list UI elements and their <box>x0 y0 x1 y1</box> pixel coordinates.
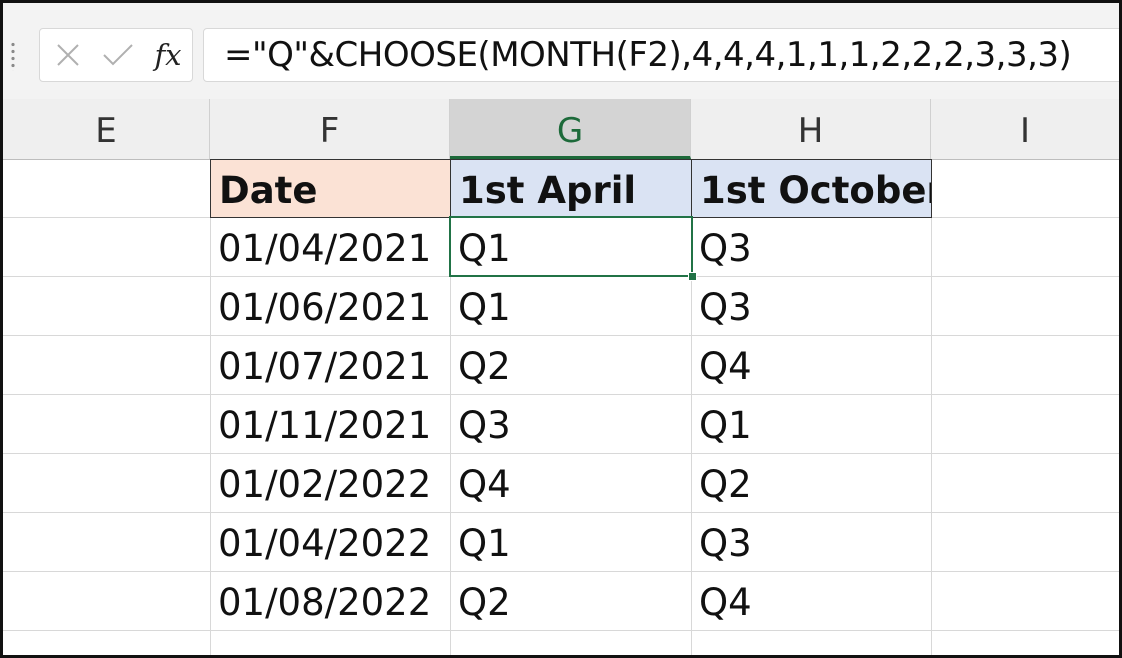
column-header-row: E F G H I <box>3 99 1119 160</box>
close-icon[interactable] <box>52 39 84 71</box>
grid-line <box>3 630 1119 631</box>
header-cell-1st-october[interactable]: 1st October <box>691 159 932 218</box>
april-quarter-cell[interactable]: Q3 <box>458 404 511 447</box>
checkmark-icon[interactable] <box>100 39 136 71</box>
fill-handle[interactable] <box>688 272 697 281</box>
column-header-i[interactable]: I <box>1019 111 1031 151</box>
grid-line <box>3 453 1119 454</box>
april-quarter-cell[interactable]: Q2 <box>458 581 511 624</box>
april-quarter-cell[interactable]: Q1 <box>458 286 511 329</box>
grid-line <box>3 335 1119 336</box>
formula-input[interactable]: ="Q"&CHOOSE(MONTH(F2),4,4,4,1,1,1,2,2,2,… <box>203 28 1119 82</box>
formula-text: ="Q"&CHOOSE(MONTH(F2),4,4,4,1,1,1,2,2,2,… <box>224 35 1072 75</box>
april-quarter-cell[interactable]: Q4 <box>458 463 511 506</box>
october-quarter-cell[interactable]: Q3 <box>699 286 752 329</box>
october-quarter-cell[interactable]: Q3 <box>699 522 752 565</box>
october-quarter-cell[interactable]: Q4 <box>699 345 752 388</box>
column-header-f[interactable]: F <box>210 99 450 159</box>
date-cell[interactable]: 01/11/2021 <box>218 404 432 447</box>
date-cell[interactable]: 01/08/2022 <box>218 581 432 624</box>
grid-line <box>3 394 1119 395</box>
date-cell[interactable]: 01/07/2021 <box>218 345 432 388</box>
column-header-g[interactable]: G <box>450 99 691 159</box>
october-quarter-cell[interactable]: Q2 <box>699 463 752 506</box>
october-quarter-cell[interactable]: Q1 <box>699 404 752 447</box>
date-cell[interactable]: 01/06/2021 <box>218 286 432 329</box>
header-cell-date[interactable]: Date <box>210 159 451 218</box>
column-header-e[interactable]: E <box>3 99 210 159</box>
drag-grip-icon[interactable] <box>11 41 15 71</box>
october-quarter-cell[interactable]: Q3 <box>699 227 752 270</box>
date-cell[interactable]: 01/04/2022 <box>218 522 432 565</box>
cell-grid: Date 1st April 1st October 01/04/2021 Q1… <box>3 159 1119 655</box>
grid-line <box>691 159 692 655</box>
column-header-h[interactable]: H <box>691 99 931 159</box>
formula-bar: fx ="Q"&CHOOSE(MONTH(F2),4,4,4,1,1,1,2,2… <box>3 3 1119 99</box>
formula-buttons: fx <box>39 28 193 82</box>
april-quarter-cell[interactable]: Q1 <box>458 227 511 270</box>
grid-line <box>450 159 451 655</box>
grid-line <box>3 571 1119 572</box>
grid-line <box>931 159 932 655</box>
grid-line <box>210 159 211 655</box>
october-quarter-cell[interactable]: Q4 <box>699 581 752 624</box>
grid-line <box>3 512 1119 513</box>
date-cell[interactable]: 01/02/2022 <box>218 463 432 506</box>
header-cell-1st-april[interactable]: 1st April <box>450 159 692 218</box>
active-cell-selection[interactable] <box>449 216 693 277</box>
insert-function-button[interactable]: fx <box>154 38 182 72</box>
april-quarter-cell[interactable]: Q1 <box>458 522 511 565</box>
april-quarter-cell[interactable]: Q2 <box>458 345 511 388</box>
date-cell[interactable]: 01/04/2021 <box>218 227 432 270</box>
